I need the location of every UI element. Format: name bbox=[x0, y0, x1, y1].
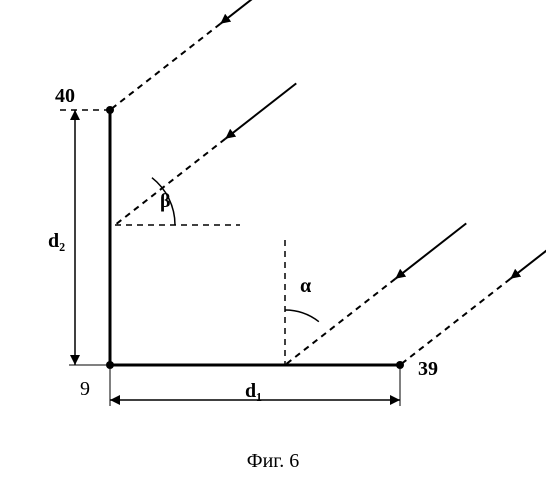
label-beta: β bbox=[160, 190, 171, 213]
angle-alpha-arc bbox=[285, 310, 319, 322]
diagram-svg bbox=[0, 0, 546, 500]
point-p9 bbox=[106, 361, 114, 369]
ray-3-dashed bbox=[400, 279, 510, 365]
label-alpha: α bbox=[300, 275, 311, 298]
ray-2-solid bbox=[395, 223, 466, 278]
ray-0-solid bbox=[220, 0, 291, 24]
label-p9: 9 bbox=[80, 378, 90, 401]
label-d1: d₁ bbox=[245, 380, 262, 403]
label-p40: 40 bbox=[55, 85, 75, 108]
caption: Фиг. 6 bbox=[0, 450, 546, 473]
ray-0-dashed bbox=[110, 24, 220, 110]
label-d2: d₂ bbox=[48, 230, 65, 253]
ray-3-solid bbox=[510, 223, 546, 278]
label-p39: 39 bbox=[418, 358, 438, 381]
ray-1-solid bbox=[225, 83, 296, 138]
figure-container: Фиг. 6 9 39 40 d₁ d₂ α β bbox=[0, 0, 546, 500]
